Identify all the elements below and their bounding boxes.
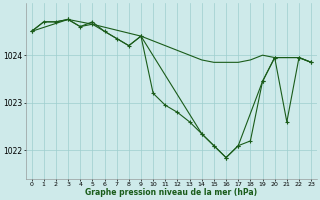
X-axis label: Graphe pression niveau de la mer (hPa): Graphe pression niveau de la mer (hPa) xyxy=(85,188,257,197)
